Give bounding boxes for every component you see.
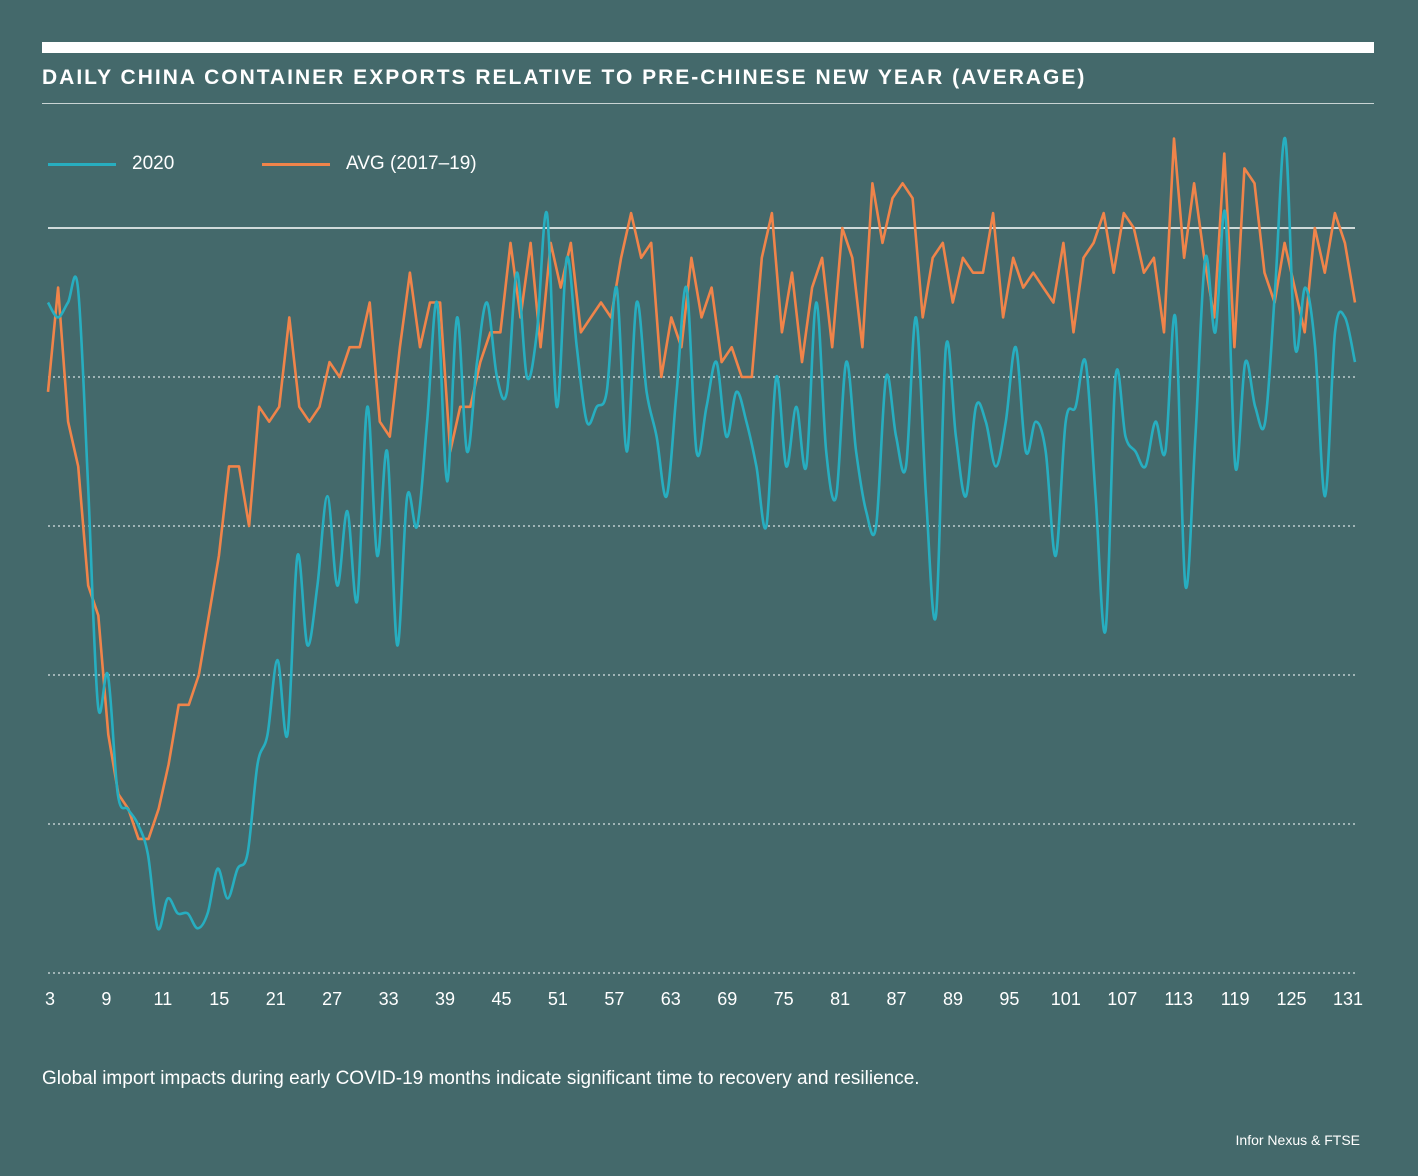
x-tick-label: 27 xyxy=(322,989,342,1009)
series-line-avg xyxy=(46,137,1357,841)
x-tick-label: 21 xyxy=(266,989,286,1009)
legend-label-avg: AVG (2017–19) xyxy=(346,153,477,174)
series-line-2020 xyxy=(46,136,1357,931)
x-tick-label: 113 xyxy=(1164,989,1193,1009)
x-tick-label: 95 xyxy=(999,989,1019,1009)
x-tick-label: 3 xyxy=(45,989,55,1009)
chart-series xyxy=(46,136,1357,931)
x-axis-ticks: 3 9 11 15 21 27 33 39 45 51 57 63 69 75 81 87 89 95 101 107… xyxy=(45,989,1363,1009)
x-tick-label: 89 xyxy=(943,989,963,1009)
x-tick-label: 119 xyxy=(1221,989,1250,1009)
x-tick-label: 81 xyxy=(830,989,850,1009)
legend-swatch-2020 xyxy=(48,162,116,166)
x-tick-label: 9 xyxy=(101,989,111,1009)
x-tick-label: 11 xyxy=(154,989,173,1009)
x-tick-label: 39 xyxy=(435,989,455,1009)
x-tick-label: 107 xyxy=(1107,989,1137,1009)
chart-title: DAILY CHINA CONTAINER EXPORTS RELATIVE T… xyxy=(42,66,1087,89)
x-tick-label: 75 xyxy=(774,989,794,1009)
x-tick-label: 125 xyxy=(1277,989,1307,1009)
title-divider xyxy=(42,103,1374,104)
x-tick-label: 131 xyxy=(1333,989,1363,1009)
x-tick-label: 63 xyxy=(661,989,681,1009)
legend-label-2020: 2020 xyxy=(132,153,175,174)
top-rule-bar xyxy=(42,42,1374,53)
source-credit: Infor Nexus & FTSE xyxy=(1235,1132,1360,1148)
legend-item-2020: 2020 xyxy=(48,152,174,176)
x-tick-label: 69 xyxy=(717,989,737,1009)
legend-item-avg: AVG (2017–19) xyxy=(262,152,477,176)
x-tick-label: 87 xyxy=(887,989,907,1009)
x-tick-label: 15 xyxy=(209,989,229,1009)
x-tick-label: 33 xyxy=(379,989,399,1009)
x-tick-label: 45 xyxy=(491,989,511,1009)
x-tick-label: 51 xyxy=(548,989,568,1009)
x-tick-label: 57 xyxy=(604,989,624,1009)
chart-grid xyxy=(48,227,1355,974)
x-tick-label: 101 xyxy=(1051,989,1081,1009)
chart-caption: Global import impacts during early COVID… xyxy=(42,1068,920,1089)
legend-swatch-avg xyxy=(262,162,330,166)
